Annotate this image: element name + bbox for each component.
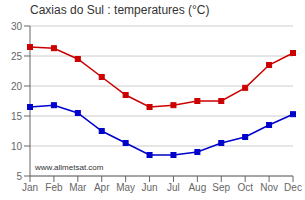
svg-text:25: 25 [11,51,23,62]
svg-text:Jul: Jul [167,182,180,193]
svg-text:Jan: Jan [22,182,38,193]
svg-text:Oct: Oct [237,182,253,193]
svg-text:10: 10 [11,141,23,152]
svg-text:Dec: Dec [284,182,302,193]
svg-text:Feb: Feb [45,182,63,193]
svg-text:Nov: Nov [260,182,278,193]
svg-text:15: 15 [11,111,23,122]
svg-text:Sep: Sep [212,182,230,193]
html-text:Caxias do Sul : temperatures (: Caxias do Sul : temperatures (°C) [30,3,210,17]
svg-text:20: 20 [11,81,23,92]
html-text:www.allmetsat.com: www.allmetsat.com [35,163,104,172]
svg-text:30: 30 [11,21,23,32]
svg-text:Mar: Mar [69,182,87,193]
svg-text:Aug: Aug [188,182,206,193]
svg-text:5: 5 [16,171,22,182]
svg-text:Apr: Apr [94,182,110,193]
svg-text:May: May [116,182,135,193]
svg-text:Jun: Jun [141,182,157,193]
